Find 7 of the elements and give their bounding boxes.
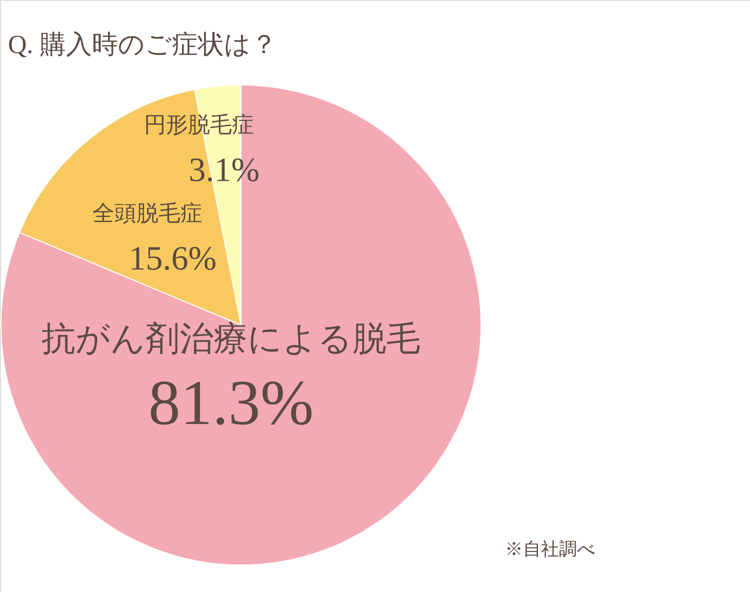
slice-label: 全頭脱毛症	[92, 200, 203, 226]
data-label: 81.3%	[148, 367, 314, 438]
slice-label: 抗がん剤治療による脱毛	[42, 321, 420, 358]
data-label: 3.1%	[188, 152, 260, 190]
text: ※自社調べ	[505, 539, 595, 559]
data-label: 15.6%	[128, 240, 217, 278]
chart-title: Q. 購入時のご症状は？	[8, 30, 277, 59]
